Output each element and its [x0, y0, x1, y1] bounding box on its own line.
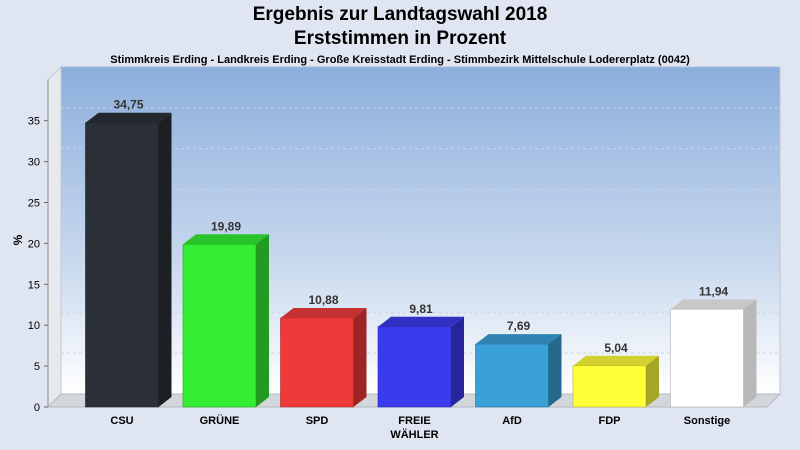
y-tick-label: 30 [28, 157, 40, 169]
bar-side [451, 316, 464, 407]
bar-side [158, 112, 172, 408]
bar [377, 316, 464, 408]
data-label: 11,94 [699, 284, 729, 298]
chart-subtitle: Stimmkreis Erding - Landkreis Erding - G… [110, 54, 690, 66]
bar-top [378, 316, 464, 327]
bar [182, 234, 269, 408]
y-tick-label: 0 [34, 402, 40, 414]
data-label: 34,75 [113, 98, 143, 112]
bar [280, 308, 367, 408]
bar [572, 355, 659, 408]
chart-title: Ergebnis zur Landtagswahl 2018 [252, 4, 548, 25]
bar-front [377, 326, 452, 408]
bar-side [743, 299, 757, 407]
x-tick-label: FDP [599, 415, 621, 427]
y-tick-label: 20 [28, 238, 40, 250]
bar-front [670, 309, 744, 408]
bar [85, 112, 172, 408]
y-tick-label: 15 [28, 279, 40, 291]
data-label: 10,88 [308, 293, 338, 307]
y-tick-label: 10 [28, 320, 40, 332]
data-label: 9,81 [409, 302, 433, 316]
bar-top [85, 112, 172, 123]
data-label: 7,69 [507, 319, 531, 333]
y-tick-label: 35 [28, 116, 40, 128]
data-label: 5,04 [604, 341, 628, 355]
x-tick-label: GRÜNE [200, 414, 240, 427]
bar-top [280, 308, 367, 319]
chart-title-line2: Erststimmen in Prozent [293, 28, 507, 49]
bar-top [670, 299, 757, 310]
bar-side [256, 234, 269, 407]
data-label: 19,89 [211, 219, 241, 233]
bar-front [85, 122, 159, 408]
plot-side-wall [47, 65, 62, 409]
y-tick-label: 25 [28, 198, 40, 210]
bar [475, 334, 562, 408]
bar-front [280, 317, 354, 408]
bar-front [182, 243, 257, 408]
bar-front [475, 343, 549, 408]
bar-side [353, 308, 367, 407]
bar-top [475, 334, 562, 345]
bar-top [183, 234, 269, 245]
x-tick-label: CSU [110, 415, 133, 427]
bar [670, 299, 757, 408]
y-axis-label: % [11, 234, 25, 245]
y-tick-label: 5 [34, 361, 40, 373]
x-tick-label: SPD [306, 415, 329, 427]
bar-top [573, 355, 659, 366]
bar-side [646, 355, 659, 407]
x-tick-label: FREIE WÄHLER [390, 415, 438, 441]
bar-side [548, 334, 562, 407]
bar-front [572, 365, 647, 408]
x-tick-label: Sonstige [684, 415, 730, 427]
x-tick-label: AfD [502, 415, 522, 427]
